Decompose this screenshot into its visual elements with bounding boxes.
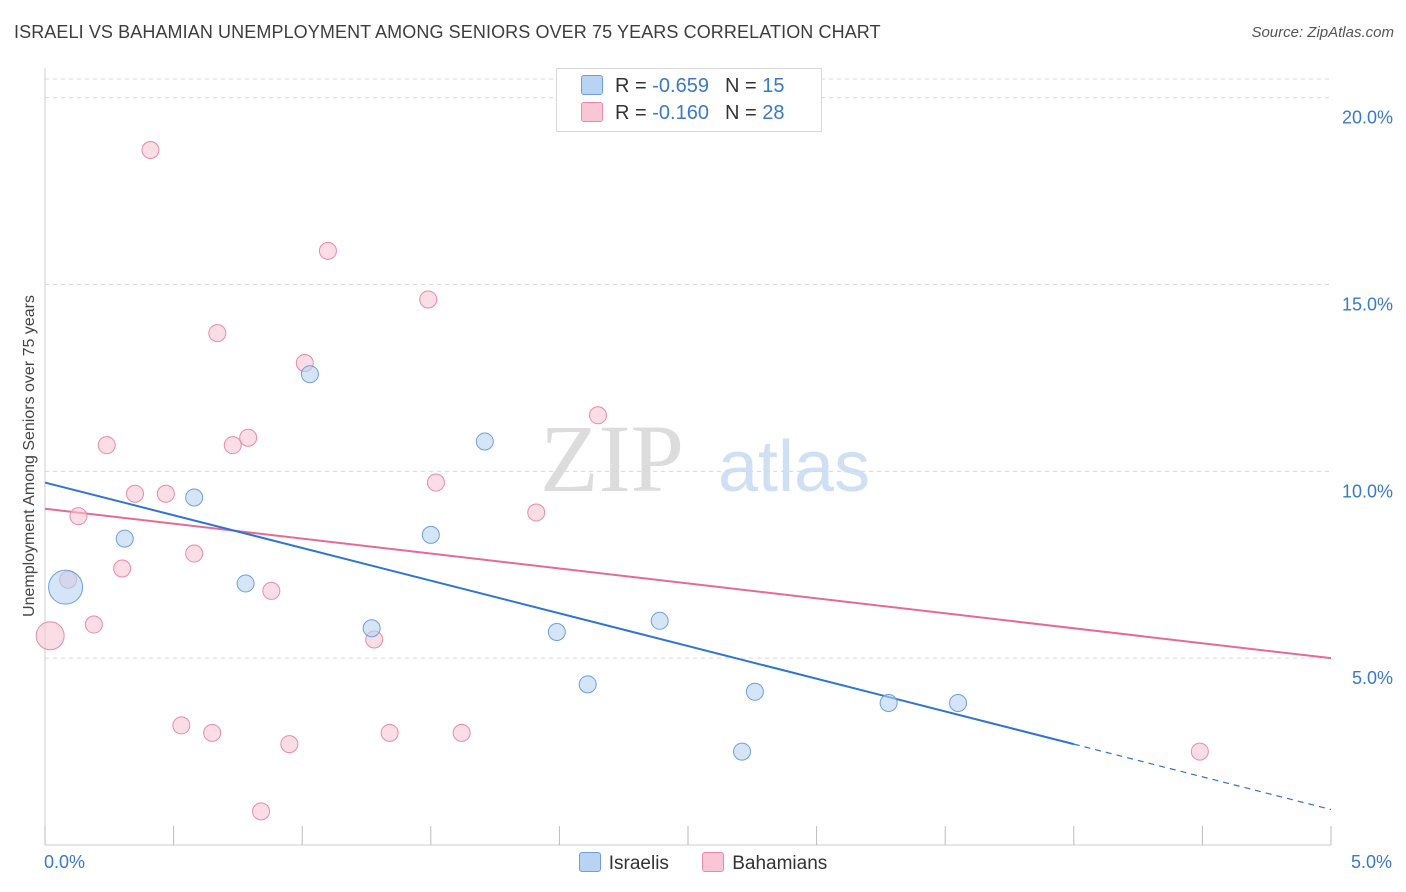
bahamians-point (426, 473, 445, 492)
israelis-point (421, 525, 440, 544)
israelis-trend-extrapolation (1073, 743, 1332, 811)
watermark-atlas: atlas (718, 427, 870, 507)
legend-n-label: N = (724, 102, 757, 124)
bahamians-point (35, 621, 65, 651)
bahamians-point (185, 544, 204, 563)
bahamians-point (588, 406, 607, 425)
israelis-point (475, 432, 494, 451)
israelis-point (578, 675, 597, 694)
israelis-point (745, 682, 764, 701)
bahamians-point (126, 484, 145, 503)
israelis-point (236, 574, 255, 593)
israelis-point (879, 694, 898, 713)
bahamians-point (141, 140, 160, 159)
y-tick-label: 15.0% (1342, 295, 1393, 315)
legend-n-value: 15 (762, 75, 785, 97)
x-tick-min: 0.0% (44, 852, 86, 872)
legend-n-value: 28 (762, 102, 785, 124)
israelis-point (547, 623, 566, 642)
bahamians-trend-line (44, 507, 1332, 660)
bahamians-point (113, 559, 132, 578)
bahamians-point (156, 484, 175, 503)
bahamians-point (452, 723, 471, 742)
y-tick-label: 10.0% (1342, 481, 1393, 501)
israelis-swatch (581, 75, 603, 95)
y-tick-labels: 5.0% 10.0% 15.0% 20.0% (1342, 108, 1393, 688)
chart-title: ISRAELI VS BAHAMIAN UNEMPLOYMENT AMONG S… (14, 22, 881, 42)
legend-r-value: -0.659 (652, 75, 709, 97)
israelis-trend-line (44, 481, 1075, 746)
legend-r-label: R = (615, 75, 647, 97)
bahamians-point (262, 581, 281, 600)
bahamians-point (208, 324, 227, 343)
israelis-point (115, 529, 134, 548)
bahamians-point (380, 723, 399, 742)
bahamians-point (1190, 742, 1209, 761)
bahamians-point (318, 241, 337, 260)
israelis-legend-swatch (578, 852, 601, 872)
israelis-point (185, 488, 204, 507)
bahamians-point (419, 290, 438, 309)
bahamians-point (97, 436, 116, 455)
bahamians-point (252, 802, 271, 821)
bahamians-point (172, 716, 191, 735)
legend-item-israelis: Israelis (578, 852, 669, 875)
israelis-point (300, 365, 319, 384)
watermark-zip: ZIP (540, 405, 684, 512)
israelis-point (48, 569, 84, 605)
legend-israelis-label: Israelis (608, 853, 669, 874)
bahamians-point (203, 723, 222, 742)
legend-row-israelis: R = -0.659 N = 15 (581, 75, 784, 99)
bahamians-point (69, 507, 88, 526)
legend-r-value: -0.160 (652, 102, 709, 124)
bahamians-point (280, 735, 299, 754)
bahamians-swatch (581, 102, 603, 122)
israelis-point (362, 619, 381, 638)
axes (44, 68, 1332, 846)
trend-lines (44, 481, 1332, 811)
bahamians-point (223, 436, 242, 455)
israelis-point (949, 694, 968, 713)
source-credit: Source: ZipAtlas.com (1251, 24, 1394, 41)
legend-r-label: R = (615, 102, 647, 124)
x-tick-max: 5.0% (1350, 852, 1392, 872)
israelis-point (650, 611, 669, 630)
legend-item-bahamians: Bahamians (702, 852, 827, 875)
bahamians-point (239, 428, 258, 447)
legend-row-bahamians: R = -0.160 N = 28 (581, 102, 784, 126)
bahamians-legend-swatch (702, 852, 725, 872)
series-legend: Israelis Bahamians (0, 852, 1406, 875)
bahamians-point (527, 503, 546, 522)
data-points (35, 140, 1209, 821)
y-tick-label: 20.0% (1342, 108, 1393, 128)
correlation-legend: R = -0.659 N = 15 R = -0.160 N = 28 (556, 68, 822, 132)
grid-lines (45, 78, 1331, 659)
bahamians-point (84, 615, 103, 634)
israelis-point (733, 742, 752, 761)
legend-n-label: N = (724, 75, 757, 97)
legend-bahamians-label: Bahamians (732, 853, 828, 874)
y-tick-label: 5.0% (1352, 668, 1393, 688)
